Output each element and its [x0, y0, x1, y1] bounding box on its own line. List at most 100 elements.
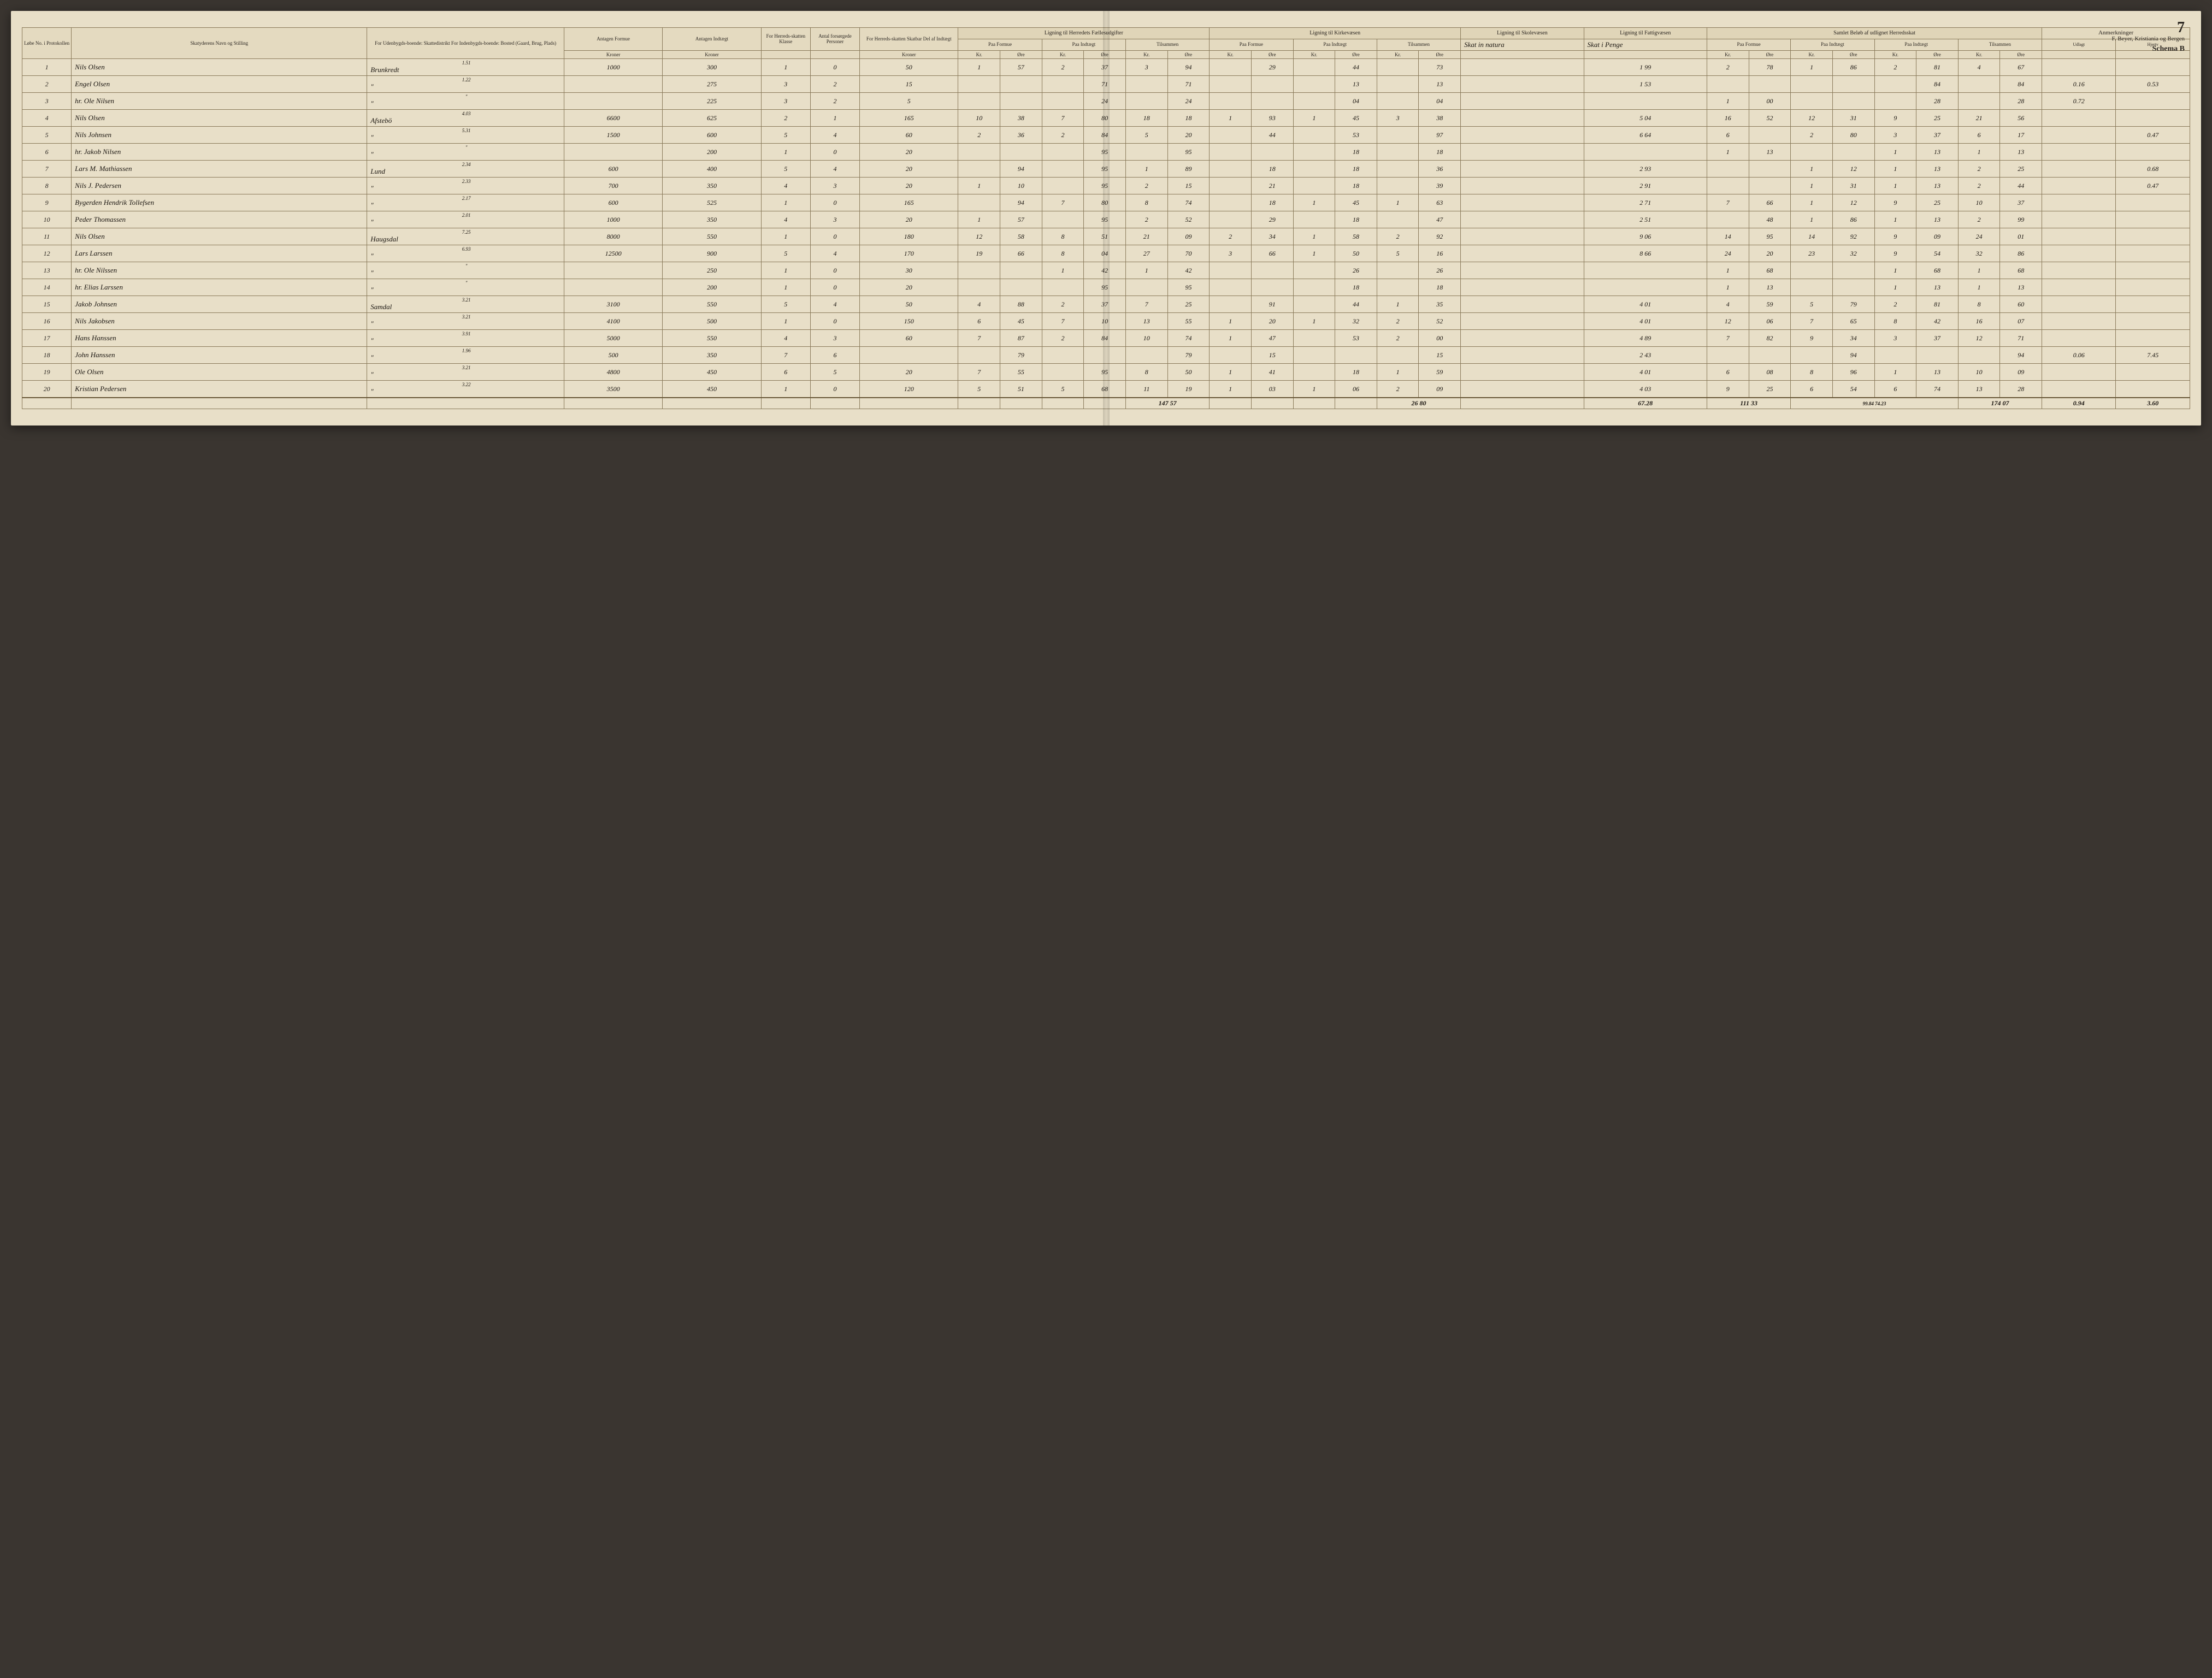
value-cell: 150	[860, 313, 958, 330]
row-number: 1	[22, 59, 72, 76]
value-cell: 95	[1084, 178, 1126, 194]
value-cell	[1461, 245, 1584, 262]
value-cell: 52	[1749, 110, 1791, 127]
value-cell	[1210, 178, 1252, 194]
value-cell: 1	[1210, 313, 1252, 330]
value-cell: 80	[1084, 194, 1126, 211]
taxpayer-name: Ole Olsen	[72, 364, 367, 381]
value-cell: 7	[958, 364, 1000, 381]
value-cell: 20	[860, 279, 958, 296]
value-cell	[2116, 313, 2190, 330]
value-cell	[958, 194, 1000, 211]
unit-ore-1: Øre	[1000, 50, 1042, 59]
value-cell	[1832, 144, 1874, 161]
taxpayer-name: Nils Olsen	[72, 59, 367, 76]
value-cell	[1293, 347, 1335, 364]
place-cell: 3.21"	[367, 313, 564, 330]
value-cell: 3500	[564, 381, 663, 398]
value-cell	[1293, 211, 1335, 228]
value-cell: 450	[663, 381, 761, 398]
place-cell: 3.21Samdal	[367, 296, 564, 313]
value-cell: 18	[1335, 211, 1377, 228]
value-cell: 2	[1377, 381, 1419, 398]
row-number: 19	[22, 364, 72, 381]
value-cell: 2 51	[1584, 211, 1707, 228]
value-cell: 37	[2000, 194, 2042, 211]
col-formue: Antagen Formue	[564, 28, 663, 51]
place-cell: 3.91"	[367, 330, 564, 347]
value-cell: 04	[1419, 93, 1461, 110]
table-row: 5Nils Johnsen5.31"1500600546023628452044…	[22, 127, 2190, 144]
value-cell	[1210, 76, 1252, 93]
value-cell	[2116, 194, 2190, 211]
value-cell	[1461, 127, 1584, 144]
value-cell: 0	[810, 313, 859, 330]
table-row: 19Ole Olsen3.21"480045065207559585014118…	[22, 364, 2190, 381]
value-cell: 7.45	[2116, 347, 2190, 364]
value-cell: 13	[1916, 279, 1959, 296]
place-cell: 7.25Haugsdal	[367, 228, 564, 245]
value-cell: 9	[1874, 228, 1916, 245]
value-cell: 19	[1167, 381, 1210, 398]
value-cell	[1042, 347, 1084, 364]
value-cell: 1	[1293, 194, 1335, 211]
place-cell: 2.34Lund	[367, 161, 564, 178]
value-cell	[1293, 330, 1335, 347]
value-cell: 00	[1749, 93, 1791, 110]
value-cell	[1377, 161, 1419, 178]
value-cell: 28	[2000, 381, 2042, 398]
value-cell: 170	[860, 245, 958, 262]
value-cell: 37	[1916, 127, 1959, 144]
place-cell: 1.22"	[367, 76, 564, 93]
value-cell: 68	[1084, 381, 1126, 398]
value-cell	[1125, 93, 1167, 110]
value-cell: 12	[1791, 110, 1833, 127]
place-cell: ""	[367, 93, 564, 110]
value-cell: 400	[663, 161, 761, 178]
row-number: 10	[22, 211, 72, 228]
totals-row: 147 5726 8067.28111 3399.84 74.23174 070…	[22, 398, 2190, 409]
row-number: 9	[22, 194, 72, 211]
value-cell: 81	[1916, 59, 1959, 76]
unit-ore-5: Øre	[1335, 50, 1377, 59]
group-samlet: Samlet Beløb af udlignet Herredsskat	[1707, 28, 2042, 39]
value-cell: 89	[1167, 161, 1210, 178]
row-number: 15	[22, 296, 72, 313]
value-cell	[1377, 144, 1419, 161]
value-cell	[1749, 161, 1791, 178]
value-cell: 21	[1958, 110, 2000, 127]
value-cell: 13	[1916, 178, 1959, 194]
value-cell: 59	[1749, 296, 1791, 313]
value-cell: 79	[1832, 296, 1874, 313]
value-cell: 0.68	[2116, 161, 2190, 178]
value-cell: 86	[1832, 211, 1874, 228]
value-cell: 25	[1916, 110, 1959, 127]
value-cell: 1	[1874, 144, 1916, 161]
value-cell: 18	[1419, 279, 1461, 296]
value-cell: 1	[1791, 59, 1833, 76]
sub-formue-3: Paa Formue	[1707, 39, 1790, 51]
value-cell: 94	[1000, 194, 1042, 211]
row-number: 14	[22, 279, 72, 296]
row-number: 20	[22, 381, 72, 398]
value-cell: 900	[663, 245, 761, 262]
place-cell: 1.96"	[367, 347, 564, 364]
value-cell	[1293, 296, 1335, 313]
value-cell: 600	[564, 194, 663, 211]
value-cell: 4	[1707, 296, 1749, 313]
value-cell: 1	[1125, 161, 1167, 178]
row-number: 18	[22, 347, 72, 364]
value-cell: 32	[1335, 313, 1377, 330]
value-cell: 4	[810, 245, 859, 262]
value-cell: 25	[1916, 194, 1959, 211]
value-cell: 95	[1084, 364, 1126, 381]
value-cell: 9	[1874, 110, 1916, 127]
value-cell: 20	[1167, 127, 1210, 144]
value-cell: 350	[663, 178, 761, 194]
table-row: 18John Hanssen1.96"50035076797915152 439…	[22, 347, 2190, 364]
col-indtaegt: Antagen Indtægt	[663, 28, 761, 51]
total-blank	[761, 398, 810, 409]
value-cell	[1293, 279, 1335, 296]
value-cell	[1377, 76, 1419, 93]
value-cell	[1042, 178, 1084, 194]
